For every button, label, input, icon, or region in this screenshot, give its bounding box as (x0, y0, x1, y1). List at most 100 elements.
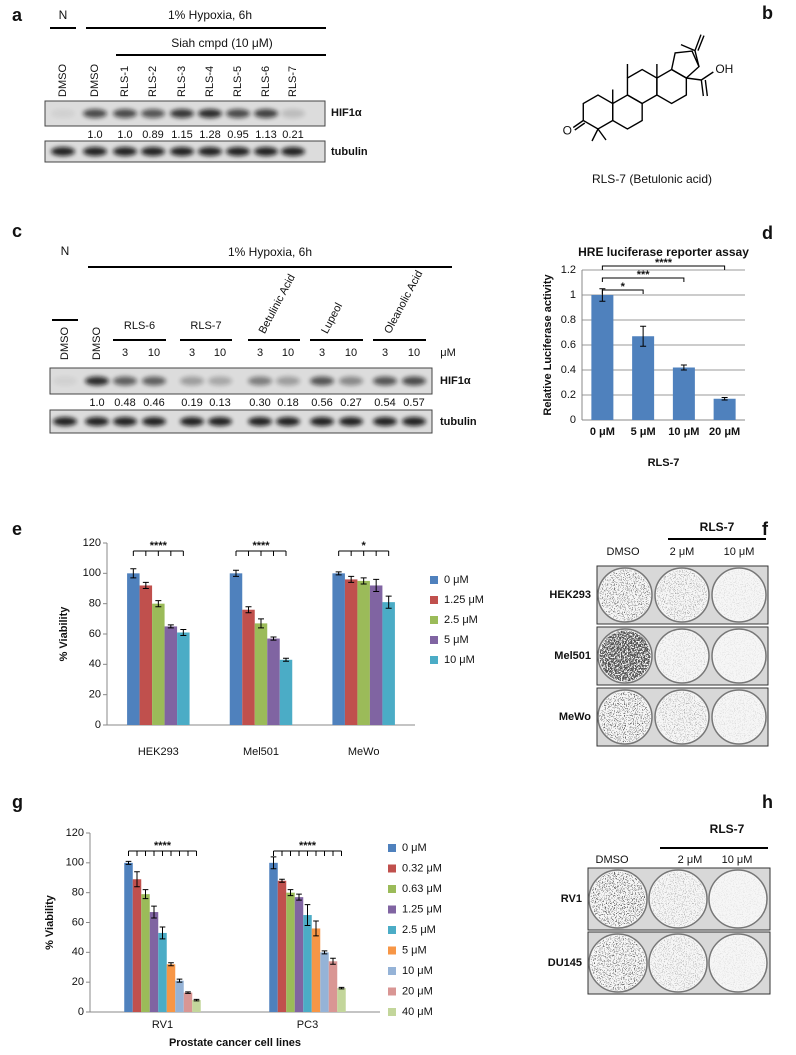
colonies (713, 630, 765, 682)
bond (694, 34, 702, 51)
legend-label: 1.25 μM (402, 903, 442, 915)
quantification: 0.48 (114, 397, 135, 409)
row-label: RV1 (561, 893, 582, 905)
column-label: DMSO (607, 546, 640, 558)
control-label: N (61, 244, 70, 258)
error-bar (721, 397, 728, 401)
y-tick-label: 0.8 (561, 314, 576, 326)
legend-swatch (388, 926, 396, 934)
bar (337, 988, 346, 1012)
bar (149, 912, 159, 1012)
panel-label: e (12, 519, 22, 539)
bond (697, 35, 705, 51)
row-label: HIF1α (440, 375, 471, 387)
legend-label: 0.32 μM (402, 862, 442, 874)
legend-swatch (430, 636, 438, 644)
bar (332, 573, 345, 725)
x-tick-label: 20 μM (709, 426, 740, 438)
legend-swatch (388, 844, 396, 852)
error-bar (680, 364, 687, 371)
error-bar (180, 628, 187, 637)
legend-label: 40 μM (402, 1006, 433, 1018)
panel-label: h (762, 792, 773, 812)
error-bar (130, 568, 137, 579)
band (310, 376, 334, 386)
bond (612, 94, 643, 130)
band (248, 376, 272, 386)
legend-label: 5 μM (444, 634, 469, 646)
bar (183, 992, 193, 1012)
bar (158, 932, 167, 1012)
colonies (599, 569, 651, 621)
quantification: 1.0 (87, 129, 102, 141)
bar (320, 952, 329, 1012)
error-bar (270, 636, 277, 641)
legend-label: 10 μM (444, 654, 475, 666)
column-label: 10 μM (722, 854, 753, 866)
band (373, 417, 397, 426)
y-tick-label: 0 (570, 414, 576, 426)
bar (357, 580, 370, 725)
error-bar (283, 657, 289, 662)
x-axis-label: RLS-7 (648, 457, 680, 469)
band (170, 147, 194, 156)
y-tick-label: 0 (78, 1006, 84, 1018)
band (170, 109, 194, 118)
lane-label: RLS-1 (119, 66, 131, 97)
bar (269, 862, 278, 1012)
group-label: Lupeol (319, 301, 345, 336)
significance-bracket (601, 289, 644, 294)
lane-label: DMSO (91, 327, 103, 360)
error-bar (304, 904, 311, 926)
band (226, 109, 250, 118)
error-bar (287, 889, 294, 897)
band (51, 109, 75, 118)
lane-label: DMSO (57, 64, 69, 97)
bar (713, 398, 736, 420)
error-bar (321, 950, 328, 955)
bond (700, 71, 714, 81)
band (85, 417, 109, 426)
group-label: RLS-7 (190, 320, 221, 332)
y-tick-label: 60 (89, 628, 101, 640)
bar (344, 579, 358, 725)
bond (656, 68, 688, 105)
significance-label: **** (655, 257, 673, 269)
bar (632, 336, 655, 420)
band (51, 147, 75, 156)
band (141, 147, 165, 156)
error-bar (185, 991, 191, 994)
y-tick-label: 20 (89, 689, 101, 701)
legend-swatch (430, 656, 438, 664)
error-bar (233, 569, 239, 577)
bond (572, 119, 584, 129)
column-label: 2 μM (678, 854, 703, 866)
y-tick-label: 0.4 (561, 364, 576, 376)
y-axis-label: Relative Luciferase activity (542, 274, 554, 416)
x-tick-label: MeWo (348, 746, 380, 758)
lane-label: RLS-6 (260, 66, 272, 97)
band (276, 417, 300, 426)
bar (277, 880, 287, 1012)
row-label: Mel501 (554, 650, 591, 662)
error-bar (335, 571, 342, 576)
band (113, 109, 137, 118)
band (198, 109, 222, 118)
y-tick-label: 100 (83, 567, 101, 579)
lane-label: DMSO (89, 64, 101, 97)
bar (192, 1000, 201, 1012)
significance-label: **** (252, 540, 270, 552)
legend-label: 2.5 μM (444, 614, 478, 626)
legend-label: 0 μM (444, 574, 469, 586)
band (276, 376, 300, 386)
y-tick-label: 0 (95, 719, 101, 731)
quantification: 0.13 (209, 397, 230, 409)
band (142, 417, 166, 426)
bar (254, 623, 268, 725)
error-bar (159, 926, 166, 940)
legend-swatch (388, 946, 396, 955)
x-tick-label: RV1 (152, 1019, 173, 1031)
dose-label: 3 (319, 347, 325, 359)
condition-label: 1% Hypoxia, 6h (168, 8, 252, 22)
